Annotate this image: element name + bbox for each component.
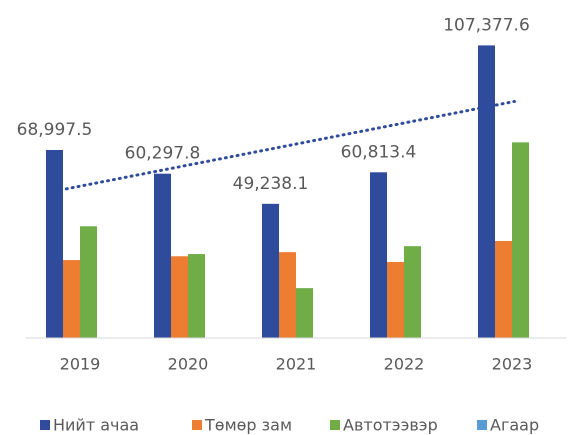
x-tick-label: 2019 <box>60 355 101 374</box>
data-label: 49,238.1 <box>233 174 309 194</box>
data-label: 68,997.5 <box>17 120 93 140</box>
bar <box>262 203 279 338</box>
bar <box>512 142 529 338</box>
x-tick-label: 2020 <box>168 355 209 374</box>
x-tick-label: 2021 <box>276 355 317 374</box>
x-tick-label: 2023 <box>492 355 533 374</box>
bar <box>80 226 97 338</box>
bar <box>478 45 495 339</box>
bar <box>387 261 404 338</box>
legend-swatch <box>330 420 340 430</box>
bar <box>404 246 421 338</box>
bar <box>370 172 387 338</box>
data-label: 60,297.8 <box>125 144 201 164</box>
legend-label: Автотээвэр <box>343 416 438 435</box>
data-label: 60,813.4 <box>341 142 417 162</box>
bar <box>171 256 188 338</box>
legend-label: Төмөр зам <box>204 416 292 435</box>
legend-label: Агаар <box>490 416 539 435</box>
bar <box>279 252 296 338</box>
bar <box>296 288 313 338</box>
data-label: 107,377.6 <box>443 15 530 35</box>
legend-swatch <box>192 420 202 430</box>
trendline <box>53 99 516 193</box>
legend-swatch <box>477 420 487 430</box>
bar <box>46 149 63 338</box>
bar <box>154 173 171 338</box>
bar <box>495 240 512 338</box>
x-tick-label: 2022 <box>384 355 425 374</box>
bar <box>63 260 80 338</box>
legend-swatch <box>40 420 50 430</box>
legend-label: Нийт ачаа <box>53 416 139 435</box>
bar <box>188 254 205 338</box>
